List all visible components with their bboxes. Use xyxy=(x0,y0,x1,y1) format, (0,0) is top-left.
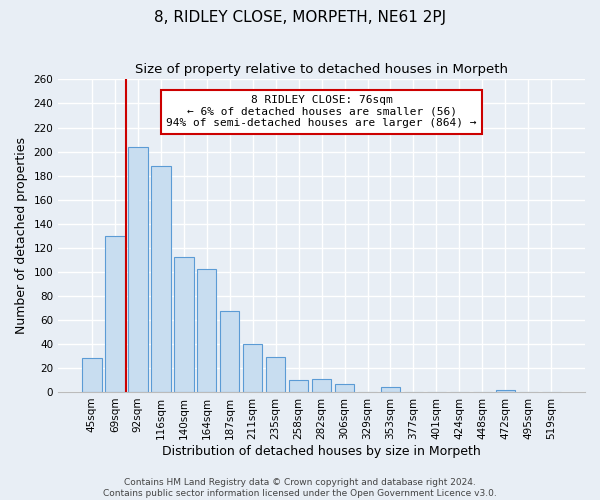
Bar xyxy=(128,147,148,392)
Bar xyxy=(266,357,286,392)
Bar xyxy=(82,358,101,392)
Text: 8 RIDLEY CLOSE: 76sqm
← 6% of detached houses are smaller (56)
94% of semi-detac: 8 RIDLEY CLOSE: 76sqm ← 6% of detached h… xyxy=(166,95,477,128)
Text: 8, RIDLEY CLOSE, MORPETH, NE61 2PJ: 8, RIDLEY CLOSE, MORPETH, NE61 2PJ xyxy=(154,10,446,25)
Title: Size of property relative to detached houses in Morpeth: Size of property relative to detached ho… xyxy=(135,62,508,76)
Bar xyxy=(496,390,515,392)
Bar xyxy=(335,384,355,392)
Bar xyxy=(243,344,262,392)
Bar xyxy=(197,270,217,392)
Bar xyxy=(174,258,194,392)
Text: Contains HM Land Registry data © Crown copyright and database right 2024.
Contai: Contains HM Land Registry data © Crown c… xyxy=(103,478,497,498)
Bar xyxy=(220,312,239,392)
Bar xyxy=(289,380,308,392)
Bar xyxy=(381,387,400,392)
X-axis label: Distribution of detached houses by size in Morpeth: Distribution of detached houses by size … xyxy=(162,444,481,458)
Bar xyxy=(151,166,170,392)
Y-axis label: Number of detached properties: Number of detached properties xyxy=(15,137,28,334)
Bar xyxy=(312,378,331,392)
Bar xyxy=(105,236,125,392)
